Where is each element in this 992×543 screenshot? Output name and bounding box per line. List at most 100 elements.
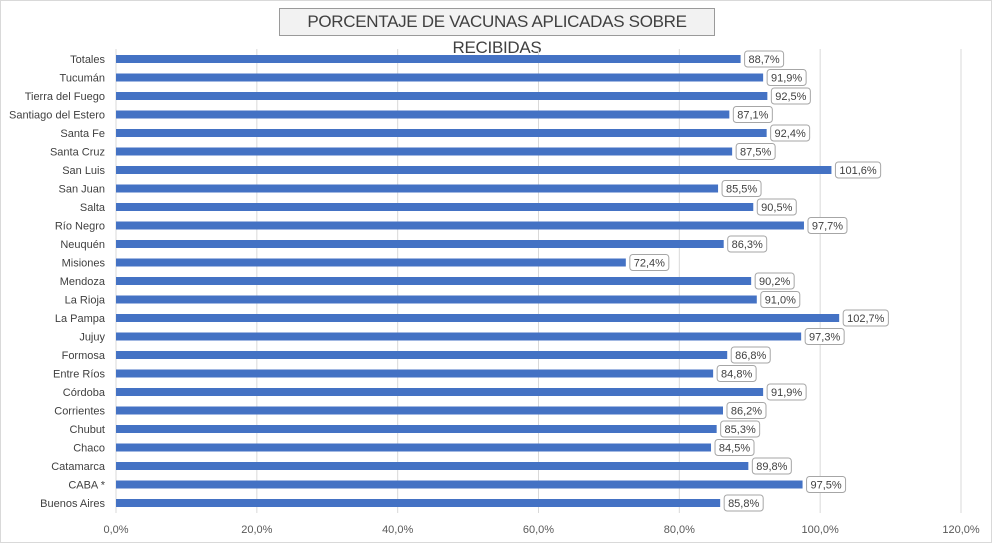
category-label: Corrientes <box>54 406 105 418</box>
data-label: 101,6% <box>839 165 877 177</box>
data-label-box <box>756 198 797 216</box>
bar <box>116 221 804 230</box>
bar <box>116 184 719 193</box>
bar <box>116 462 749 470</box>
bar <box>116 425 717 433</box>
data-labels: 88,7% 91,9% 92,5% 87,1% 92,4% 87,5% 101,6% 85,5… <box>629 50 889 512</box>
category-label: Formosa <box>62 350 106 362</box>
bar <box>116 240 724 248</box>
category-label: La Pampa <box>55 313 106 325</box>
bar <box>116 277 752 285</box>
category-label: Tucumán <box>60 73 105 85</box>
bar <box>116 314 840 322</box>
data-label: 84,8% <box>721 369 752 381</box>
data-label-box <box>751 457 792 475</box>
data-label: 90,2% <box>759 276 790 288</box>
data-label: 85,8% <box>728 498 759 510</box>
bar <box>116 295 757 304</box>
data-label-box <box>766 383 807 401</box>
data-label-box <box>804 328 845 345</box>
data-label-box <box>735 143 776 160</box>
category-label: Misiones <box>62 258 106 270</box>
x-tick-labels: 0,0% 20,0% 40,0% 60,0% 80,0% 100,0% 120,0% <box>103 524 979 536</box>
category-label: Córdoba <box>63 387 106 399</box>
category-label: CABA * <box>68 480 105 492</box>
bar <box>116 129 767 137</box>
x-tick-label: 40,0% <box>382 524 413 536</box>
x-tick-label: 80,0% <box>664 524 695 536</box>
data-label-box <box>727 235 768 253</box>
data-label: 87,1% <box>737 110 768 122</box>
bar <box>116 499 721 507</box>
data-label-box <box>726 402 767 419</box>
data-label: 97,7% <box>812 221 843 233</box>
data-label: 86,8% <box>735 350 766 362</box>
data-label-box <box>766 69 807 86</box>
category-label: San Luis <box>62 165 105 177</box>
data-label: 91,9% <box>771 73 802 85</box>
category-label: Santa Cruz <box>50 147 105 159</box>
data-label-box <box>770 87 811 105</box>
bar <box>116 388 764 396</box>
data-label-box <box>723 494 764 512</box>
data-label-box <box>732 106 773 123</box>
bar <box>116 73 764 82</box>
data-label-box <box>714 439 755 456</box>
category-label: Neuquén <box>60 239 105 251</box>
category-label: Mendoza <box>60 276 106 288</box>
x-tick-label: 60,0% <box>523 524 554 536</box>
bar <box>116 443 712 452</box>
data-label: 92,5% <box>775 91 806 103</box>
x-tick-label: 120,0% <box>942 524 980 536</box>
category-label: Catamarca <box>51 461 106 473</box>
data-label: 91,9% <box>771 387 802 399</box>
data-label-box <box>730 346 771 364</box>
data-label-box <box>629 254 670 271</box>
category-label: Chaco <box>73 443 105 455</box>
bar <box>116 258 626 267</box>
bar <box>116 332 802 341</box>
data-label-box <box>760 291 801 308</box>
x-tick-label: 20,0% <box>241 524 272 536</box>
data-label: 102,7% <box>847 313 885 325</box>
data-label: 90,5% <box>761 202 792 214</box>
data-label: 91,0% <box>765 295 796 307</box>
data-label-box <box>721 180 762 197</box>
data-label: 84,5% <box>719 443 750 455</box>
bar <box>116 351 728 359</box>
chart-title: PORCENTAJE DE VACUNAS APLICADAS SOBRE RE… <box>279 8 715 57</box>
category-label: Totales <box>70 54 105 66</box>
bar <box>116 480 803 489</box>
category-label: San Juan <box>59 184 105 196</box>
category-label: Santa Fe <box>60 128 105 140</box>
data-label-box <box>770 124 811 142</box>
data-label: 88,7% <box>748 54 779 66</box>
data-label: 72,4% <box>634 258 665 270</box>
data-label-box <box>744 50 785 68</box>
category-label: Salta <box>80 202 106 214</box>
bar <box>116 203 754 211</box>
bar <box>116 406 723 415</box>
data-label-box <box>842 309 889 327</box>
data-label-box <box>806 476 847 493</box>
data-label-box <box>716 365 757 382</box>
data-label: 87,5% <box>740 147 771 159</box>
x-tick-label: 0,0% <box>103 524 128 536</box>
bar <box>116 55 741 63</box>
bar <box>116 92 768 100</box>
data-label: 85,3% <box>725 424 756 436</box>
data-label: 85,5% <box>726 184 757 196</box>
bar <box>116 147 733 156</box>
category-label: Santiago del Estero <box>9 110 105 122</box>
bar <box>116 110 730 119</box>
bar <box>116 369 714 378</box>
category-labels: Totales Tucumán Tierra del Fuego Santiago d… <box>9 54 106 510</box>
data-label: 97,3% <box>809 332 840 344</box>
bars <box>116 55 840 507</box>
data-label: 92,4% <box>775 128 806 140</box>
data-label: 97,5% <box>810 480 841 492</box>
data-label-box <box>754 272 795 290</box>
data-label: 86,2% <box>731 406 762 418</box>
